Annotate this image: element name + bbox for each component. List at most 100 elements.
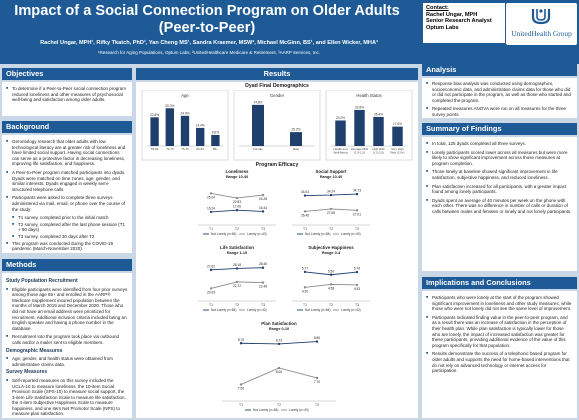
- bar-chart-1: Gender 74.8% Female 25.2% Male: [233, 90, 321, 161]
- data-point: [315, 340, 319, 343]
- data-label: 27.65: [327, 211, 335, 215]
- contact-org: Optum Labs: [426, 24, 459, 31]
- data-point: [235, 280, 239, 284]
- bar: [211, 134, 220, 146]
- tick-label: T3: [355, 227, 359, 231]
- tick-label: Very High: [391, 147, 404, 151]
- legend-label: Not Lonely (n=84): [305, 308, 330, 312]
- data-label: 22.72: [233, 284, 241, 288]
- data-label: 7.50: [238, 387, 244, 391]
- chart-title: Gender: [270, 93, 285, 98]
- data-label: 20.09: [207, 290, 215, 294]
- tick-label: (1.0-1.5): [354, 151, 365, 155]
- data-point: [209, 210, 213, 214]
- data-point: [261, 266, 265, 269]
- data-point: [235, 196, 239, 200]
- data-label: 7.70: [314, 380, 320, 384]
- methods-heading: Methods: [2, 259, 132, 271]
- bar: [335, 120, 346, 146]
- data-label: 34.04: [301, 190, 309, 194]
- background-heading: Background: [2, 121, 132, 133]
- data-point: [209, 192, 213, 195]
- tick-label: T3: [261, 303, 265, 307]
- survey-timepoint: T1 survey, completed prior to the initia…: [6, 215, 128, 221]
- data-point: [329, 193, 333, 197]
- tick-label: Female: [253, 147, 263, 151]
- data-point: [329, 283, 333, 286]
- data-label: 25.04: [207, 195, 215, 199]
- summary-item: In total, 125 dyads completed all three …: [426, 141, 573, 147]
- implication-item: Results demonstrate the success of a tel…: [426, 351, 573, 373]
- data-label: 4.53: [354, 287, 360, 291]
- data-label: 5.50: [328, 269, 334, 273]
- chart-subtitle: Range 10-40: [320, 175, 342, 179]
- contact-name: Rachel Ungar, MPH: [426, 11, 478, 18]
- chart-title: Social Support: [316, 169, 348, 174]
- study-population-heading: Study Population Recruitment: [6, 278, 78, 284]
- objectives-heading: Objectives: [2, 68, 132, 80]
- data-point: [303, 270, 307, 274]
- data-label: 8.8%: [212, 130, 219, 134]
- data-label: 17.6%: [393, 122, 402, 126]
- logo-emblem-icon: [531, 9, 551, 25]
- legend-label: Not Lonely (n=84): [211, 308, 236, 312]
- affiliations: ¹Research for Aging Populations, Optum L…: [97, 50, 321, 55]
- data-label: 22.8%: [150, 113, 159, 117]
- chart-subtitle: Range 0-10: [269, 327, 289, 331]
- legend-label: Lonely (n=40): [341, 232, 361, 236]
- legend-label: Not Lonely (n=84): [253, 408, 278, 412]
- tick-label: T2: [235, 227, 239, 231]
- tick-label: Male: [293, 147, 300, 151]
- methods-panel: Study Population Recruitment Eligible pa…: [2, 273, 132, 418]
- author-list: Rachel Ungar, MPH¹, Rifky Tkatch, PhD¹, …: [40, 40, 378, 46]
- chart-subtitle: Range 0-4: [322, 251, 341, 255]
- data-label: 8.80: [314, 336, 320, 340]
- bar: [354, 109, 365, 146]
- data-point: [277, 366, 281, 370]
- tick-label: 85+: [213, 147, 218, 151]
- data-label: 8.75: [238, 338, 244, 342]
- objective-item: To determine if a Peer-to-Peer social co…: [6, 86, 128, 103]
- data-label: 17.06: [233, 205, 241, 209]
- data-point: [209, 268, 213, 272]
- demographics-charts: Age 22.8% 65-69 30.0% 70-74 24.0% 75-79 14.4% 80…: [141, 90, 413, 161]
- data-point: [261, 210, 265, 213]
- legend-label: Lonely (n=40): [247, 232, 267, 236]
- tick-label: T2: [235, 303, 239, 307]
- chart-title: Plan Satisfaction: [261, 321, 297, 326]
- data-point: [239, 342, 243, 345]
- summary-item: Plan satisfaction increased for all part…: [426, 184, 573, 195]
- results-panel: Dyad Final Demographics Age 22.8% 65-69 30.…: [136, 82, 418, 418]
- tick-label: T1: [209, 227, 213, 231]
- tick-label: 80-84: [196, 147, 204, 151]
- data-point: [355, 192, 359, 196]
- chart-frame: [233, 90, 321, 161]
- background-item: This program was conducted during the CO…: [6, 241, 128, 252]
- data-label: 16.24: [207, 206, 215, 210]
- data-point: [235, 267, 239, 270]
- survey-timepoint: T3 survey, completed 30 days after T2: [6, 234, 128, 240]
- data-label: 27.01: [353, 212, 361, 216]
- tick-label: T2: [277, 403, 281, 407]
- data-point: [261, 193, 265, 197]
- data-label: 27.62: [207, 264, 215, 268]
- tick-label: Health and: [334, 147, 348, 151]
- bar: [290, 132, 302, 146]
- chart-subtitle: Range 10-40: [226, 175, 248, 179]
- bar: [392, 126, 403, 146]
- data-point: [329, 207, 333, 211]
- contact-box: Contact: Rachel Ungar, MPH Senior Resear…: [423, 3, 505, 43]
- analysis-item: Response bias analysis was conducted usi…: [426, 81, 573, 103]
- data-label: 74.8%: [253, 100, 262, 104]
- chart-title: Age: [181, 93, 189, 98]
- data-label: 32.8%: [355, 105, 364, 109]
- data-point: [355, 283, 359, 287]
- data-label: 8.73: [276, 338, 282, 342]
- data-label: 16.44: [259, 206, 267, 210]
- demographic-heading: Demographic Measures: [6, 347, 63, 354]
- contact-role: Senior Research Analyst: [426, 18, 492, 25]
